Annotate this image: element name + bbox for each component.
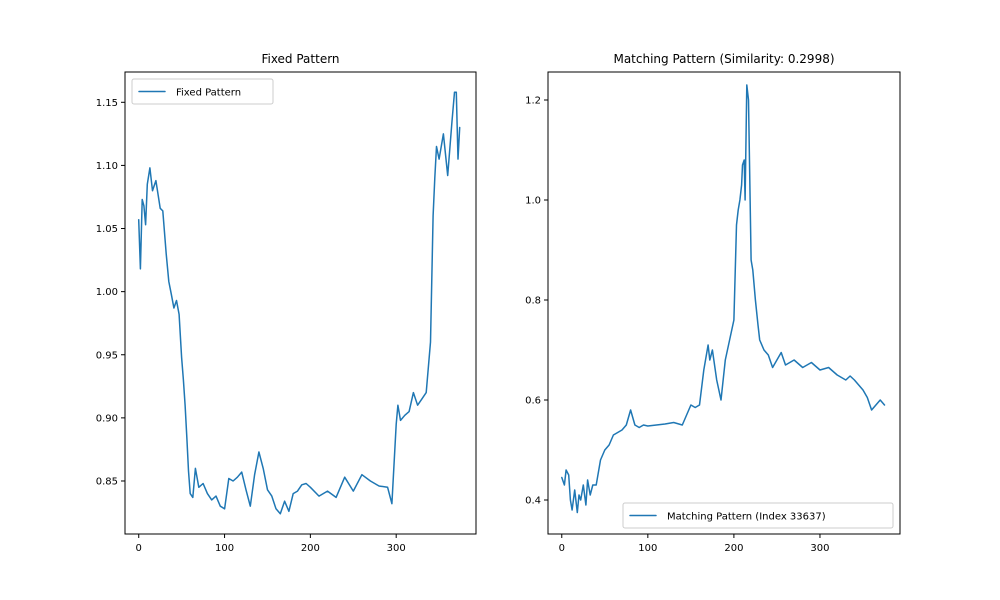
y-tick-label: 1.2 [525, 96, 541, 107]
legend-box [622, 502, 894, 529]
x-tick-label: 0 [136, 543, 142, 554]
y-tick-label: 0.4 [525, 496, 541, 507]
legend-label: Matching Pattern (Index 33637) [667, 512, 826, 523]
y-tick-label: 0.6 [525, 396, 541, 407]
x-tick-label: 100 [215, 543, 234, 554]
legend-box [131, 78, 274, 105]
y-tick-label: 1.0 [525, 196, 541, 207]
y-tick-label: 1.10 [96, 161, 118, 172]
chart-title: Fixed Pattern [261, 52, 339, 66]
axes-frame [124, 71, 477, 535]
legend: Matching Pattern (Index 33637) [622, 502, 894, 529]
y-tick-label: 0.8 [525, 296, 541, 307]
y-tick-label: 1.05 [96, 224, 118, 235]
matching-pattern-chart: Matching Pattern (Similarity: 0.2998) 0 1… [525, 52, 901, 554]
fixed-pattern-chart: Fixed Pattern 0 100 200 300 0.85 0.90 0.95 1.00… [96, 52, 477, 554]
x-tick-label: 100 [638, 543, 657, 554]
y-tick-label: 0.95 [96, 350, 118, 361]
series-line-0 [561, 84, 886, 514]
x-tick-label: 200 [724, 543, 743, 554]
y-tick-label: 1.00 [96, 287, 118, 298]
y-tick-label: 0.85 [96, 476, 118, 487]
axes-frame [547, 71, 901, 535]
series-line-0 [137, 91, 461, 515]
plot-area: 0 100 200 300 0.85 0.90 0.95 1.00 1.05 1.10 1.15 [96, 71, 477, 554]
legend: Fixed Pattern [131, 78, 274, 105]
y-tick-label: 0.90 [96, 413, 118, 424]
x-tick-label: 0 [559, 543, 565, 554]
plot-area: 0 100 200 300 0.4 0.6 0.8 1.0 1.2 [525, 71, 901, 554]
x-tick-label: 300 [810, 543, 829, 554]
chart-title: Matching Pattern (Similarity: 0.2998) [613, 52, 834, 66]
x-tick-label: 200 [301, 543, 320, 554]
legend-label: Fixed Pattern [176, 88, 241, 99]
x-tick-label: 300 [387, 543, 406, 554]
y-tick-label: 1.15 [96, 98, 118, 109]
